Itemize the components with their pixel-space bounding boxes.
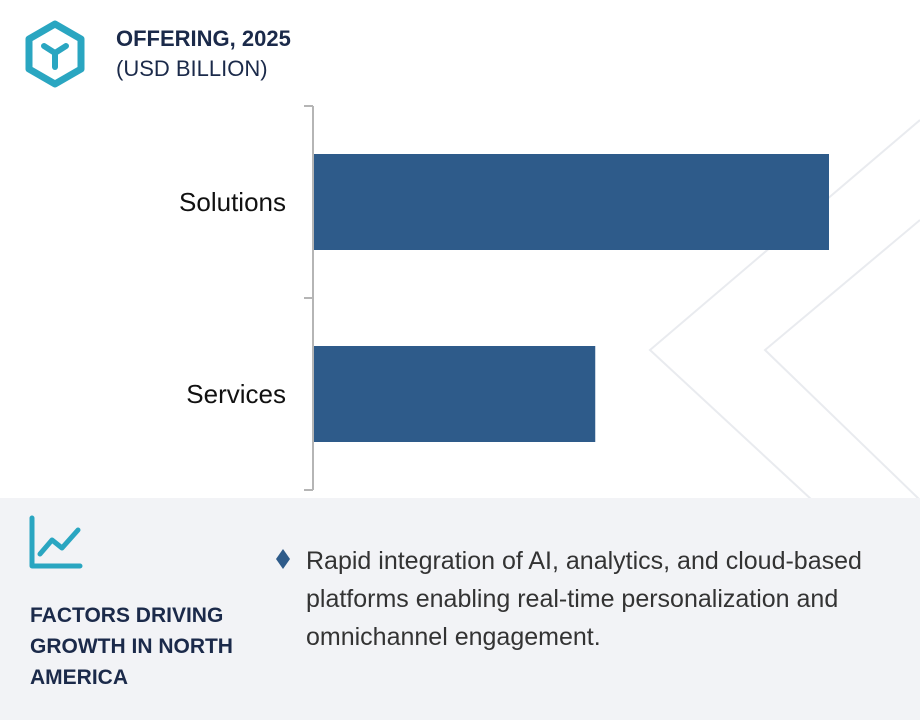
chart-title: OFFERING, 2025 [116,26,291,51]
bar-solutions [313,154,829,250]
category-label-services: Services [186,379,286,409]
diamond-bullet-icon [276,549,290,569]
bar-services [313,346,596,442]
factor-bullet-text: Rapid integration of AI, analytics, and … [306,547,862,651]
chart-subtitle: (USD BILLION) [116,56,268,81]
growth-factors-panel: FACTORS DRIVING GROWTH IN NORTH AMERICA … [0,498,920,720]
bar-chart: Solutions Services [179,105,829,491]
factors-heading: FACTORS DRIVING GROWTH IN NORTH AMERICA [30,604,233,689]
trend-line-chart-icon [29,515,83,569]
category-label-solutions: Solutions [179,187,286,217]
cube-icon [25,20,85,88]
